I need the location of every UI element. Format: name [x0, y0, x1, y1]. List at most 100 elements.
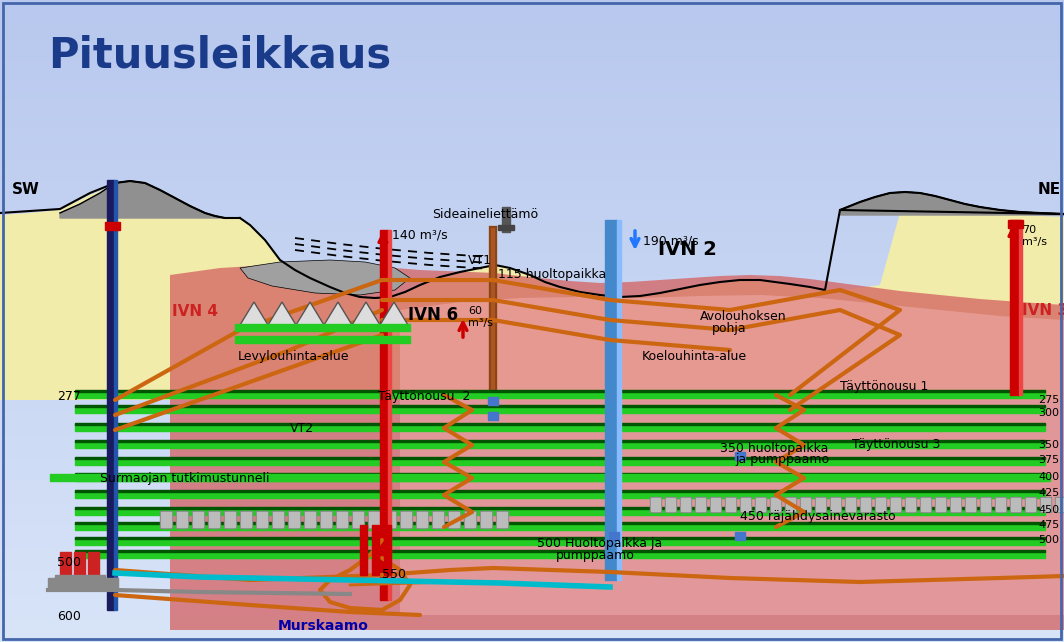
Bar: [337, 512, 347, 527]
Bar: [74, 523, 1045, 530]
Text: IVN 6: IVN 6: [408, 306, 459, 324]
Bar: [617, 220, 621, 580]
Bar: [432, 511, 444, 528]
Bar: [304, 511, 316, 528]
Bar: [907, 498, 915, 511]
Bar: [488, 412, 498, 420]
Text: pohja: pohja: [712, 322, 747, 335]
Polygon shape: [268, 302, 296, 325]
Bar: [321, 512, 331, 527]
Bar: [710, 497, 721, 512]
Bar: [207, 511, 220, 528]
Text: 275: 275: [1038, 395, 1060, 405]
Bar: [726, 498, 735, 511]
Text: 400: 400: [1038, 472, 1059, 482]
Bar: [305, 512, 315, 527]
Bar: [384, 525, 390, 575]
Bar: [55, 575, 105, 582]
Bar: [800, 497, 811, 512]
Bar: [74, 538, 1045, 545]
Bar: [480, 511, 492, 528]
Bar: [235, 324, 410, 331]
Polygon shape: [240, 260, 410, 295]
Bar: [74, 423, 1045, 425]
Polygon shape: [380, 302, 408, 325]
Bar: [936, 498, 945, 511]
Polygon shape: [170, 264, 1064, 630]
Text: 500 Huoltopaikka ja: 500 Huoltopaikka ja: [537, 537, 662, 550]
Bar: [416, 511, 428, 528]
Text: pumppaamo: pumppaamo: [556, 549, 635, 562]
Bar: [380, 230, 388, 600]
Text: 350: 350: [1038, 440, 1059, 450]
Bar: [696, 498, 705, 511]
Text: 115 huoltopaikka: 115 huoltopaikka: [498, 268, 606, 281]
Bar: [861, 498, 870, 511]
Bar: [240, 511, 252, 528]
Text: VT2: VT2: [290, 422, 314, 435]
Text: Murskaamo: Murskaamo: [278, 619, 369, 633]
Bar: [1019, 220, 1023, 395]
Text: 500: 500: [1038, 535, 1059, 545]
Bar: [464, 511, 476, 528]
Bar: [890, 497, 901, 512]
Bar: [465, 512, 475, 527]
Text: 600: 600: [57, 611, 81, 623]
Text: 60
m³/s: 60 m³/s: [468, 306, 493, 328]
Polygon shape: [296, 302, 325, 325]
Text: 300: 300: [1038, 408, 1059, 418]
Bar: [725, 497, 736, 512]
Bar: [498, 225, 514, 230]
Text: 375: 375: [1038, 455, 1059, 465]
Text: Koelouhinta-alue: Koelouhinta-alue: [642, 350, 747, 363]
Bar: [845, 497, 857, 512]
Bar: [74, 491, 1045, 498]
Bar: [935, 497, 946, 512]
Text: Täyttönousu  2: Täyttönousu 2: [378, 390, 470, 403]
Text: Levylouhinta-alue: Levylouhinta-alue: [238, 350, 349, 363]
Bar: [74, 522, 1045, 524]
Polygon shape: [325, 302, 352, 325]
Bar: [651, 498, 660, 511]
Bar: [400, 511, 412, 528]
Bar: [875, 497, 886, 512]
Bar: [60, 552, 71, 580]
Bar: [1040, 497, 1051, 512]
Bar: [107, 180, 114, 610]
Bar: [786, 498, 795, 511]
Bar: [161, 512, 171, 527]
Text: IVN 2: IVN 2: [658, 240, 717, 259]
Bar: [995, 497, 1005, 512]
Bar: [666, 498, 675, 511]
Bar: [88, 552, 99, 580]
Bar: [496, 511, 508, 528]
Bar: [981, 498, 990, 511]
Bar: [876, 498, 885, 511]
Bar: [816, 498, 825, 511]
Bar: [235, 336, 410, 343]
Bar: [360, 525, 367, 575]
Bar: [846, 498, 855, 511]
Bar: [449, 512, 459, 527]
Bar: [48, 578, 118, 590]
Bar: [192, 511, 204, 528]
Bar: [257, 512, 267, 527]
Text: 70
m³/s: 70 m³/s: [1023, 225, 1047, 247]
Bar: [336, 511, 348, 528]
Text: 350 huoltopaikka: 350 huoltopaikka: [720, 442, 829, 455]
Bar: [273, 512, 283, 527]
Bar: [289, 512, 299, 527]
Polygon shape: [240, 302, 268, 325]
Text: Surmaojan tutkimustunneli: Surmaojan tutkimustunneli: [100, 472, 269, 485]
Bar: [1011, 498, 1020, 511]
Text: Pituusleikkaus: Pituusleikkaus: [48, 34, 392, 76]
Bar: [74, 537, 1045, 539]
Bar: [105, 222, 120, 230]
Bar: [1010, 497, 1021, 512]
Text: 277: 277: [57, 390, 81, 404]
Text: 500: 500: [57, 557, 81, 569]
Bar: [388, 230, 390, 600]
Bar: [951, 498, 960, 511]
Bar: [996, 498, 1005, 511]
Bar: [177, 512, 187, 527]
